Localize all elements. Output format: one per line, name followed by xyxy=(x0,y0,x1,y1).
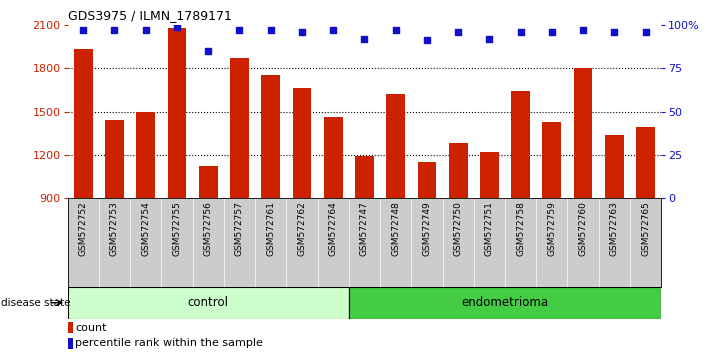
Text: GSM572758: GSM572758 xyxy=(516,201,525,256)
Bar xyxy=(636,127,655,198)
Bar xyxy=(542,122,561,198)
Text: GSM572754: GSM572754 xyxy=(141,201,150,256)
Bar xyxy=(349,287,661,319)
Text: GSM572761: GSM572761 xyxy=(266,201,275,256)
Bar xyxy=(417,162,437,198)
Point xyxy=(140,27,151,33)
Point xyxy=(421,38,432,43)
Point xyxy=(390,27,401,33)
Point xyxy=(171,24,183,29)
Text: GSM572762: GSM572762 xyxy=(297,201,306,256)
Point xyxy=(577,27,589,33)
Point xyxy=(296,29,308,35)
Text: GSM572751: GSM572751 xyxy=(485,201,494,256)
Bar xyxy=(68,287,349,319)
Point xyxy=(640,29,651,35)
Text: GSM572759: GSM572759 xyxy=(547,201,557,256)
Bar xyxy=(199,166,218,198)
Point xyxy=(265,27,277,33)
Text: GSM572752: GSM572752 xyxy=(79,201,87,256)
Text: GSM572750: GSM572750 xyxy=(454,201,463,256)
Bar xyxy=(574,68,592,198)
Text: percentile rank within the sample: percentile rank within the sample xyxy=(75,338,263,348)
Bar xyxy=(292,88,311,198)
Text: control: control xyxy=(188,296,229,309)
Bar xyxy=(168,28,186,198)
Bar xyxy=(105,120,124,198)
Bar xyxy=(137,112,155,198)
Text: GSM572749: GSM572749 xyxy=(422,201,432,256)
Point xyxy=(546,29,557,35)
Bar xyxy=(230,58,249,198)
Text: GSM572753: GSM572753 xyxy=(110,201,119,256)
Text: GSM572757: GSM572757 xyxy=(235,201,244,256)
Bar xyxy=(386,94,405,198)
Bar xyxy=(261,75,280,198)
Point xyxy=(452,29,464,35)
Bar xyxy=(74,49,92,198)
Text: GDS3975 / ILMN_1789171: GDS3975 / ILMN_1789171 xyxy=(68,9,231,22)
Bar xyxy=(511,91,530,198)
Text: endometrioma: endometrioma xyxy=(461,296,549,309)
Bar xyxy=(324,117,343,198)
Point xyxy=(109,27,120,33)
Point xyxy=(77,27,89,33)
Bar xyxy=(449,143,468,198)
Text: GSM572748: GSM572748 xyxy=(391,201,400,256)
Bar xyxy=(605,135,624,198)
Point xyxy=(359,36,370,41)
Text: count: count xyxy=(75,322,107,332)
Text: GSM572747: GSM572747 xyxy=(360,201,369,256)
Text: GSM572765: GSM572765 xyxy=(641,201,650,256)
Bar xyxy=(355,156,374,198)
Point xyxy=(328,27,339,33)
Text: GSM572760: GSM572760 xyxy=(579,201,587,256)
Bar xyxy=(480,152,498,198)
Bar xyxy=(68,338,73,349)
Text: GSM572756: GSM572756 xyxy=(203,201,213,256)
Bar xyxy=(68,322,73,333)
Point xyxy=(609,29,620,35)
Point xyxy=(203,48,214,53)
Text: GSM572763: GSM572763 xyxy=(610,201,619,256)
Point xyxy=(234,27,245,33)
Point xyxy=(483,36,495,41)
Text: disease state: disease state xyxy=(1,298,70,308)
Text: GSM572764: GSM572764 xyxy=(328,201,338,256)
Text: GSM572755: GSM572755 xyxy=(172,201,181,256)
Point xyxy=(515,29,526,35)
